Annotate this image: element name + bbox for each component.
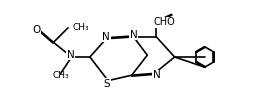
Text: CH₃: CH₃ bbox=[52, 71, 69, 80]
Text: CHO: CHO bbox=[153, 17, 175, 27]
Text: CH₃: CH₃ bbox=[72, 23, 89, 32]
Text: N: N bbox=[130, 30, 138, 40]
Text: N: N bbox=[102, 32, 110, 42]
Text: O: O bbox=[33, 25, 41, 35]
Text: N: N bbox=[153, 70, 160, 80]
Text: S: S bbox=[104, 79, 110, 89]
Text: N: N bbox=[67, 50, 75, 60]
